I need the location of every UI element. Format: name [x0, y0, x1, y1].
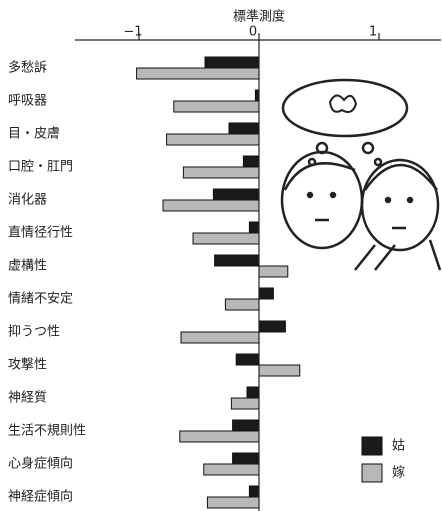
bar: [203, 463, 260, 476]
x-tick-label: −1: [123, 25, 142, 40]
bar: [214, 254, 260, 267]
y-tick-label: 生活不規則性: [8, 424, 86, 439]
bar: [235, 353, 260, 366]
y-tick-label: 目・皮膚: [8, 126, 60, 142]
bar: [248, 221, 260, 234]
bar: [173, 100, 260, 113]
bar: [258, 320, 286, 333]
bar: [180, 331, 260, 344]
bar: [182, 166, 260, 179]
bar: [224, 298, 260, 311]
legend-swatch: [361, 463, 383, 483]
bar: [246, 386, 260, 399]
bar: [258, 287, 274, 300]
bar: [136, 67, 260, 80]
bar: [258, 265, 289, 278]
y-tick-label: 虚構性: [8, 259, 47, 274]
y-tick-label: 抑うつ性: [8, 325, 60, 340]
y-tick-label: 呼吸器: [8, 94, 47, 109]
bar: [204, 56, 260, 69]
bar: [206, 496, 260, 509]
illustration: [280, 78, 442, 271]
x-tick-label: 1: [369, 25, 377, 40]
y-tick-label: 情緒不安定: [8, 292, 73, 307]
y-tick-label: 多愁訴: [8, 60, 47, 76]
bar: [242, 155, 260, 168]
y-tick-label: 直情径行性: [8, 226, 73, 241]
bar: [212, 188, 260, 201]
legend-swatch: [361, 436, 383, 456]
chart-title: 標準測度: [233, 9, 285, 25]
y-tick-label: 口腔・肛門: [8, 160, 73, 175]
bar: [166, 133, 260, 146]
y-tick-label: 攻撃性: [8, 357, 47, 373]
y-tick-label: 心身症傾向: [8, 456, 73, 472]
x-tick-label: 0: [249, 25, 257, 40]
y-tick-label: 神経症傾向: [8, 489, 73, 505]
bar: [228, 122, 260, 135]
bar: [248, 485, 260, 498]
bar: [179, 430, 260, 443]
legend-label: 嫁: [392, 466, 405, 481]
y-tick-label: 神経質: [8, 391, 47, 406]
bar: [230, 397, 260, 410]
bar: [258, 364, 301, 377]
bar: [162, 199, 260, 212]
bar: [232, 419, 260, 432]
y-tick-label: 消化器: [8, 193, 47, 208]
legend-label: 姑: [392, 439, 405, 454]
bar: [232, 452, 260, 465]
bar: [192, 232, 260, 245]
